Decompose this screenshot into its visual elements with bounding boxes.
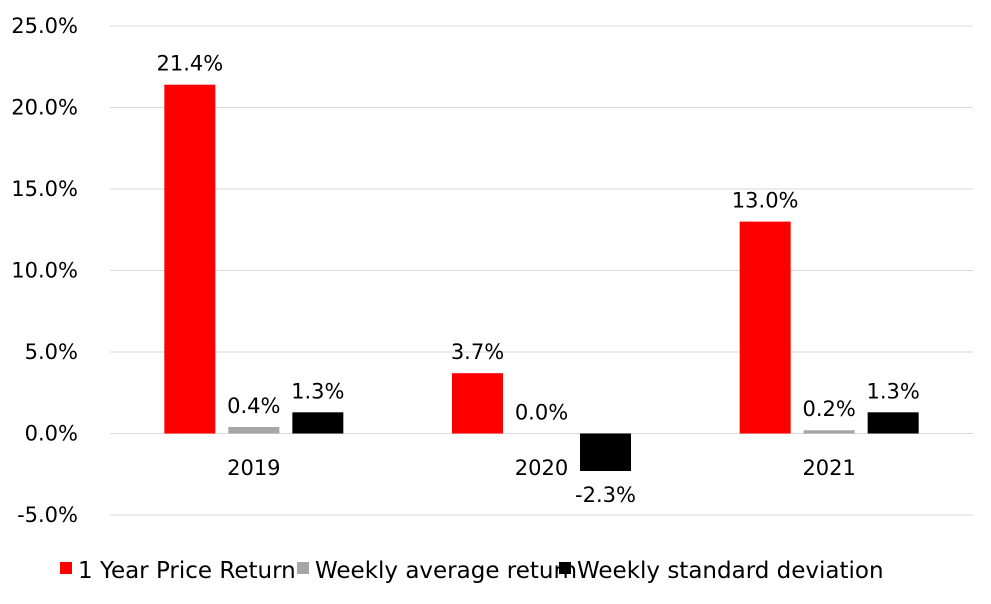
y-tick-label: 15.0%: [11, 177, 78, 201]
legend-label: Weekly standard deviation: [577, 558, 884, 584]
data-label: 0.0%: [515, 401, 568, 425]
legend-swatch: [559, 562, 571, 574]
bar: [164, 84, 216, 434]
y-tick-label: 5.0%: [25, 340, 78, 364]
bar: [228, 426, 280, 434]
x-category-label: 2020: [515, 456, 568, 480]
y-tick-label: 0.0%: [25, 422, 78, 446]
data-label: 0.2%: [802, 397, 855, 421]
y-tick-label: -5.0%: [17, 503, 78, 527]
bar: [452, 373, 503, 434]
data-label: -2.3%: [575, 483, 636, 507]
y-tick-label: 20.0%: [11, 96, 78, 120]
bar: [803, 430, 855, 434]
legend-label: Weekly average return: [315, 558, 577, 584]
data-label: 21.4%: [156, 52, 223, 76]
legend-swatch: [60, 562, 72, 574]
data-label: 1.3%: [291, 379, 344, 403]
y-tick-label: 25.0%: [11, 14, 78, 38]
y-tick-label: 10.0%: [11, 259, 78, 283]
bar: [292, 412, 344, 434]
bar: [580, 433, 631, 471]
x-category-label: 2019: [227, 456, 280, 480]
data-label: 1.3%: [866, 379, 919, 403]
bar: [739, 221, 791, 434]
x-category-label: 2021: [802, 456, 855, 480]
legend-swatch: [297, 562, 309, 574]
data-label: 0.4%: [227, 394, 280, 418]
bar: [867, 412, 919, 434]
data-label: 3.7%: [451, 340, 504, 364]
data-label: 13.0%: [732, 189, 799, 213]
legend-label: 1 Year Price Return: [78, 558, 296, 584]
